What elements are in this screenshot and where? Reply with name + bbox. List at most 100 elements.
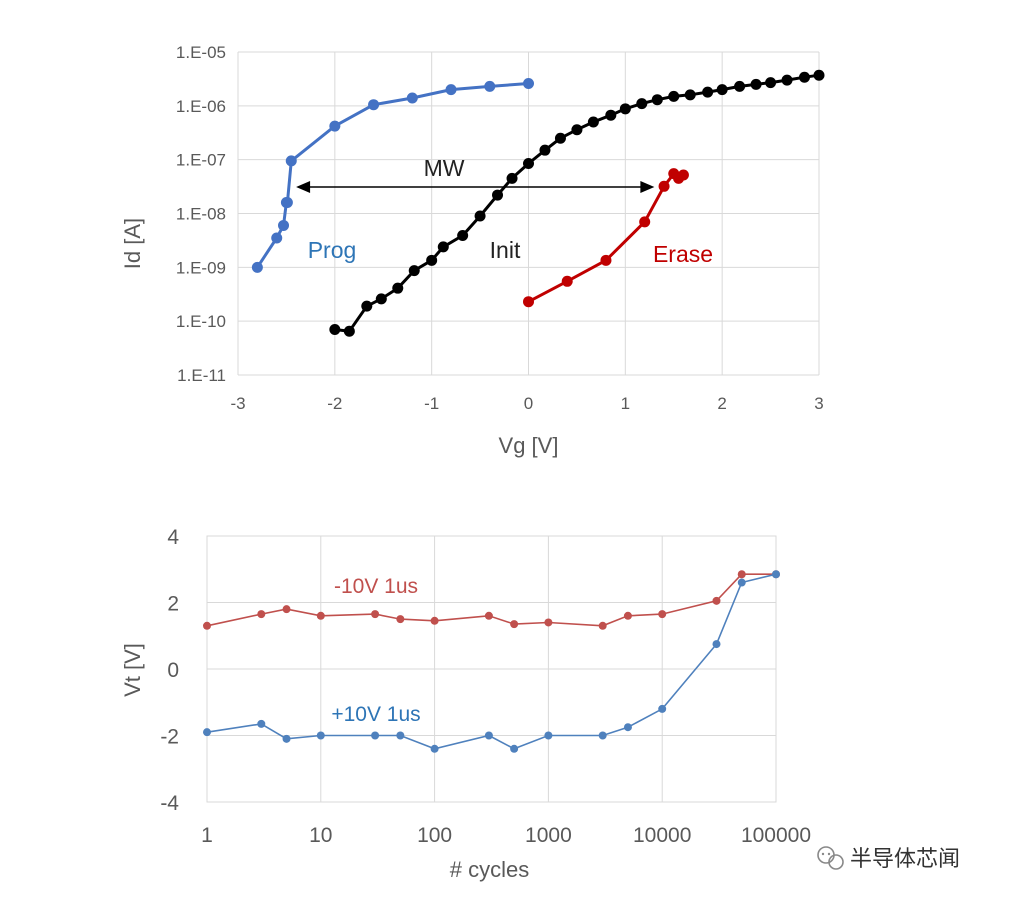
- data-point-erase: [561, 275, 573, 287]
- data-point-neg_pulse: [257, 610, 266, 619]
- x-tick-label: 0: [524, 394, 533, 413]
- series-line-init: [334, 73, 820, 333]
- x-tick-label: 100: [417, 824, 452, 847]
- data-point-prog: [285, 155, 297, 167]
- data-point-init: [375, 293, 387, 305]
- data-point-prog: [271, 232, 283, 244]
- data-point-init: [587, 116, 599, 128]
- data-point-neg_pulse: [396, 615, 405, 624]
- y-tick-label: 1.E-07: [176, 151, 226, 170]
- data-point-init: [684, 89, 696, 101]
- x-tick-label: 1: [621, 394, 630, 413]
- x-tick-label: -1: [424, 394, 439, 413]
- y-tick-label: 1.E-05: [176, 43, 226, 62]
- series-line-prog: [256, 82, 529, 269]
- data-point-pos_pulse: [737, 578, 746, 587]
- data-point-prog: [484, 80, 496, 92]
- data-point-init: [361, 300, 373, 312]
- data-point-pos_pulse: [430, 744, 439, 753]
- data-point-init: [636, 98, 648, 110]
- data-point-neg_pulse: [371, 610, 380, 619]
- data-point-init: [668, 90, 680, 102]
- watermark-text: 半导体芯闻: [850, 847, 960, 872]
- y-tick-label: 1.E-08: [176, 205, 226, 224]
- data-point-pos_pulse: [257, 719, 266, 728]
- vt-cycles-chart: 1 10 100 1000 10000 100000 4 2 0 -2 -4 # cycles Vt […: [120, 526, 811, 882]
- series-line-erase: [527, 172, 685, 304]
- data-point-neg_pulse: [544, 618, 553, 627]
- data-point-init: [798, 71, 810, 83]
- y-axis-label: Vt [V]: [120, 643, 145, 697]
- data-point-erase: [523, 296, 534, 308]
- series-label-neg-pulse: -10V 1us: [334, 575, 418, 598]
- data-point-neg_pulse: [316, 611, 325, 620]
- data-point-neg_pulse: [598, 621, 607, 630]
- data-point-pos_pulse: [544, 731, 553, 740]
- wechat-icon: [817, 846, 844, 870]
- data-point-neg_pulse: [282, 605, 291, 614]
- data-point-pos_pulse: [658, 704, 667, 713]
- series-label-prog: Prog: [308, 237, 357, 263]
- data-point-prog: [368, 99, 380, 111]
- data-point-init: [329, 324, 341, 336]
- data-point-pos_pulse: [316, 731, 325, 740]
- data-point-neg_pulse: [658, 610, 667, 619]
- data-point-init: [813, 69, 825, 81]
- x-tick-label: -2: [327, 394, 342, 413]
- data-point-pos_pulse: [598, 731, 607, 740]
- data-point-init: [716, 84, 728, 96]
- y-tick-label: -2: [160, 726, 179, 749]
- x-tick-label: 1000: [525, 824, 572, 847]
- data-point-prog: [406, 92, 418, 104]
- data-point-pos_pulse: [203, 728, 211, 737]
- x-tick-label: 1: [201, 824, 213, 847]
- data-point-init: [506, 172, 518, 184]
- data-point-pos_pulse: [510, 744, 519, 753]
- x-tick-label: 10000: [633, 824, 691, 847]
- y-tick-label: 1.E-06: [176, 97, 226, 116]
- data-point-init: [765, 77, 777, 89]
- y-tick-label: 0: [167, 659, 179, 682]
- id-vg-chart: -3 -2 -1 0 1 2 3 1.E-11 1.E-10 1.E-09 1.E-08 1.E-07…: [120, 43, 825, 458]
- x-tick-label: -3: [230, 394, 245, 413]
- data-point-prog: [278, 219, 290, 231]
- data-point-neg_pulse: [203, 621, 211, 630]
- data-point-neg_pulse: [712, 596, 721, 605]
- x-axis-label: Vg [V]: [499, 433, 559, 458]
- data-point-init: [539, 144, 551, 156]
- data-point-init: [651, 94, 663, 106]
- data-point-neg_pulse: [623, 611, 632, 620]
- y-tick-label: -4: [160, 792, 179, 815]
- data-point-pos_pulse: [623, 723, 632, 732]
- x-tick-label: 3: [814, 394, 823, 413]
- data-point-erase: [658, 180, 670, 192]
- data-point-prog: [445, 84, 457, 96]
- mw-arrowhead-left: [296, 181, 311, 194]
- data-point-init: [619, 103, 631, 115]
- data-point-init: [392, 282, 404, 294]
- watermark: 半导体芯闻: [817, 846, 960, 872]
- data-point-neg_pulse: [510, 620, 519, 629]
- data-point-init: [492, 189, 504, 201]
- data-point-prog: [281, 197, 293, 209]
- data-point-erase: [639, 216, 651, 228]
- series-line-neg_pulse: [206, 573, 776, 627]
- data-point-pos_pulse: [371, 731, 380, 740]
- data-point-init: [457, 230, 469, 242]
- data-point-init: [474, 210, 486, 222]
- x-axis-label: # cycles: [450, 857, 529, 882]
- data-point-pos_pulse: [282, 734, 291, 743]
- mw-label: MW: [424, 155, 465, 181]
- x-tick-label: 2: [717, 394, 726, 413]
- data-point-erase: [600, 254, 612, 266]
- y-axis-label: Id [A]: [120, 218, 145, 269]
- data-point-init: [734, 80, 746, 92]
- data-point-pos_pulse: [484, 731, 493, 740]
- data-point-init: [426, 254, 438, 266]
- data-point-init: [554, 132, 566, 144]
- data-point-prog: [251, 261, 263, 273]
- data-point-prog: [329, 120, 341, 132]
- y-tick-label: 2: [167, 593, 179, 616]
- x-tick-label: 10: [309, 824, 332, 847]
